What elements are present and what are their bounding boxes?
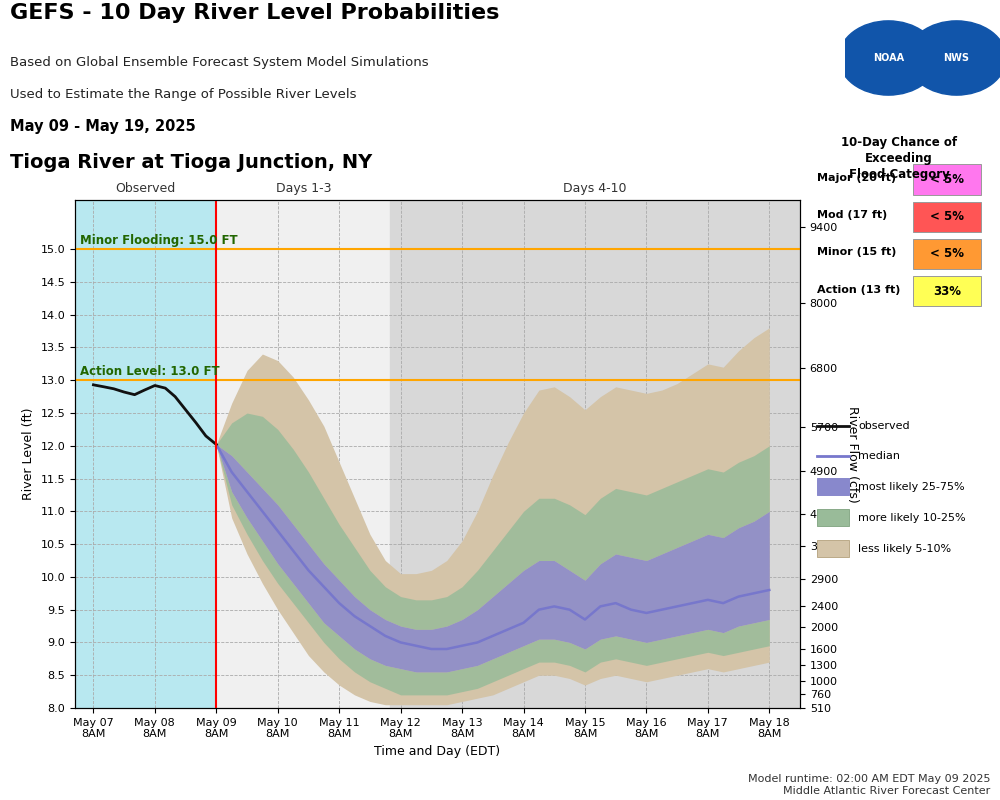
Text: observed: observed bbox=[858, 421, 910, 430]
Text: median: median bbox=[858, 451, 900, 461]
X-axis label: Time and Day (EDT): Time and Day (EDT) bbox=[374, 745, 501, 758]
Bar bbox=[913, 164, 981, 194]
Circle shape bbox=[907, 21, 1000, 95]
Text: Minor Flooding: 15.0 FT: Minor Flooding: 15.0 FT bbox=[80, 234, 238, 246]
Bar bbox=[390, 200, 800, 708]
Text: 33%: 33% bbox=[933, 285, 961, 298]
Y-axis label: River Level (ft): River Level (ft) bbox=[22, 408, 35, 500]
Text: < 5%: < 5% bbox=[930, 210, 964, 223]
Bar bbox=[817, 510, 849, 526]
Y-axis label: River Flow (cfs): River Flow (cfs) bbox=[846, 406, 859, 502]
Text: Action Level: 13.0 FT: Action Level: 13.0 FT bbox=[80, 365, 220, 378]
Text: Mod (17 ft): Mod (17 ft) bbox=[817, 210, 887, 220]
Text: Days 1-3: Days 1-3 bbox=[276, 182, 331, 194]
Bar bbox=[817, 478, 849, 495]
Text: Days 4-10: Days 4-10 bbox=[563, 182, 627, 194]
Bar bbox=[75, 200, 216, 708]
Text: most likely 25-75%: most likely 25-75% bbox=[858, 482, 965, 492]
Bar bbox=[913, 202, 981, 232]
Bar bbox=[216, 200, 390, 708]
Text: NOAA: NOAA bbox=[873, 53, 904, 63]
Text: Based on Global Ensemble Forecast System Model Simulations: Based on Global Ensemble Forecast System… bbox=[10, 56, 429, 69]
Bar bbox=[817, 540, 849, 558]
Bar bbox=[913, 276, 981, 306]
Text: less likely 5-10%: less likely 5-10% bbox=[858, 544, 951, 554]
Text: < 5%: < 5% bbox=[930, 173, 964, 186]
Text: Model runtime: 02:00 AM EDT May 09 2025
Middle Atlantic River Forecast Center: Model runtime: 02:00 AM EDT May 09 2025 … bbox=[748, 774, 990, 796]
Bar bbox=[913, 238, 981, 269]
Text: Action (13 ft): Action (13 ft) bbox=[817, 285, 900, 294]
Text: Used to Estimate the Range of Possible River Levels: Used to Estimate the Range of Possible R… bbox=[10, 88, 357, 101]
Text: NWS: NWS bbox=[944, 53, 970, 63]
Text: Tioga River at Tioga Junction, NY: Tioga River at Tioga Junction, NY bbox=[10, 153, 372, 172]
Text: GEFS - 10 Day River Level Probabilities: GEFS - 10 Day River Level Probabilities bbox=[10, 3, 500, 23]
Text: May 09 - May 19, 2025: May 09 - May 19, 2025 bbox=[10, 119, 196, 134]
Circle shape bbox=[839, 21, 938, 95]
Text: < 5%: < 5% bbox=[930, 247, 964, 260]
Text: 10-Day Chance of
Exceeding
Flood Category: 10-Day Chance of Exceeding Flood Categor… bbox=[841, 136, 957, 181]
Text: Major (20 ft): Major (20 ft) bbox=[817, 173, 896, 183]
Text: more likely 10-25%: more likely 10-25% bbox=[858, 513, 966, 523]
Text: Minor (15 ft): Minor (15 ft) bbox=[817, 247, 896, 258]
Text: Observed: Observed bbox=[116, 182, 176, 194]
